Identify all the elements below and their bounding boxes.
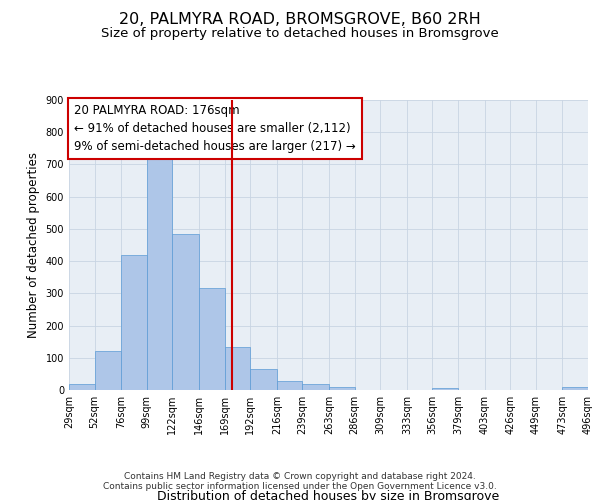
Bar: [433, 388, 458, 390]
Bar: [329, 387, 355, 390]
Text: Contains public sector information licensed under the Open Government Licence v3: Contains public sector information licen…: [103, 482, 497, 491]
Bar: [224, 347, 250, 390]
Bar: [95, 350, 121, 390]
Bar: [250, 369, 277, 390]
Y-axis label: Number of detached properties: Number of detached properties: [27, 152, 40, 338]
Bar: [69, 384, 95, 390]
Text: 20 PALMYRA ROAD: 176sqm
← 91% of detached houses are smaller (2,112)
9% of semi-: 20 PALMYRA ROAD: 176sqm ← 91% of detache…: [74, 104, 356, 154]
Text: Size of property relative to detached houses in Bromsgrove: Size of property relative to detached ho…: [101, 28, 499, 40]
Bar: [302, 384, 329, 390]
Text: Contains HM Land Registry data © Crown copyright and database right 2024.: Contains HM Land Registry data © Crown c…: [124, 472, 476, 481]
Bar: [277, 382, 302, 390]
Bar: [121, 256, 147, 390]
Bar: [172, 234, 199, 390]
X-axis label: Distribution of detached houses by size in Bromsgrove: Distribution of detached houses by size …: [157, 490, 500, 500]
Bar: [147, 155, 172, 390]
Text: 20, PALMYRA ROAD, BROMSGROVE, B60 2RH: 20, PALMYRA ROAD, BROMSGROVE, B60 2RH: [119, 12, 481, 28]
Bar: [199, 288, 224, 390]
Bar: [562, 388, 588, 390]
